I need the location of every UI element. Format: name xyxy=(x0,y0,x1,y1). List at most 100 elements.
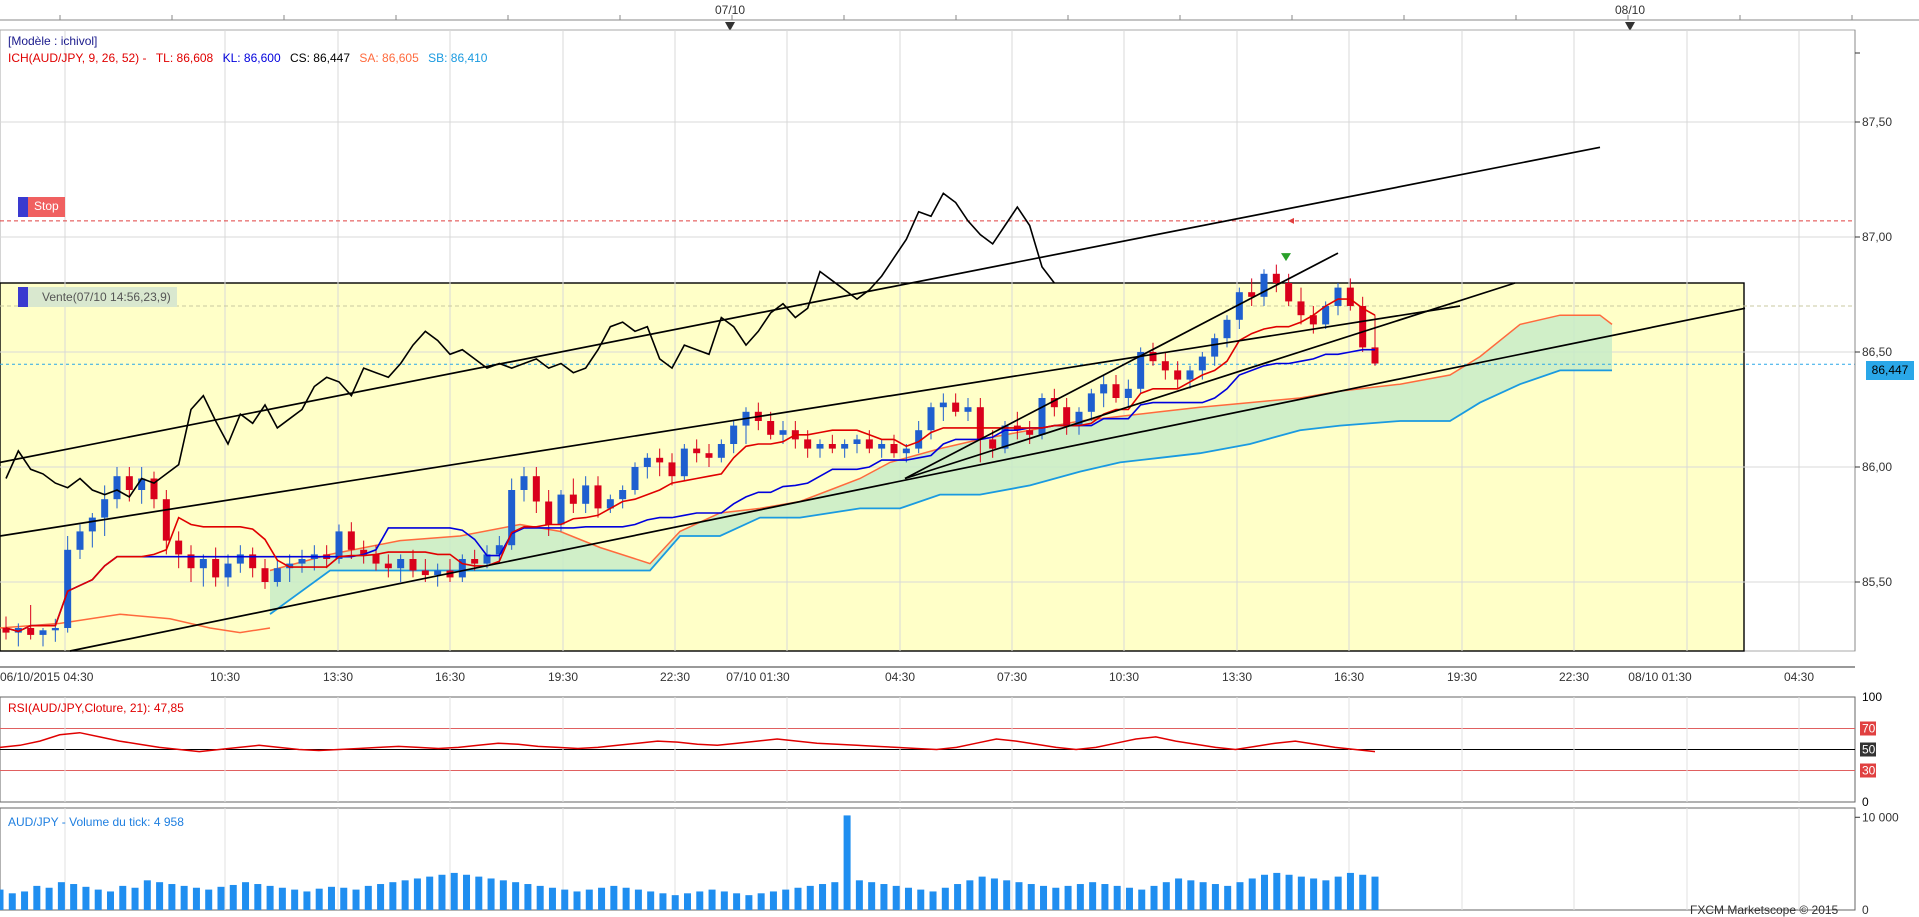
candle-body xyxy=(1359,306,1367,348)
main-y-tick-label: 87,50 xyxy=(1862,115,1892,129)
volume-bar xyxy=(475,876,483,910)
stop-arrow-marker xyxy=(1288,217,1294,224)
candle-body xyxy=(88,517,96,532)
candle-body xyxy=(261,568,269,582)
tenkan-sen-line xyxy=(5,298,1376,633)
volume-bar xyxy=(1027,884,1035,910)
volume-bar xyxy=(1273,872,1281,910)
volume-bar xyxy=(966,880,974,910)
tenkan-value: TL: 86,608 xyxy=(155,51,214,65)
volume-bar xyxy=(180,885,188,910)
candle-body xyxy=(51,628,59,631)
volume-bar xyxy=(0,889,4,910)
candle-body xyxy=(816,444,824,449)
candle-body xyxy=(335,531,343,559)
candle-body xyxy=(175,540,183,555)
trend-line xyxy=(0,146,1601,464)
candle-body xyxy=(532,476,540,502)
volume-bar xyxy=(733,893,741,910)
volume-bar xyxy=(769,891,777,910)
candle-body xyxy=(767,421,775,435)
volume-bar xyxy=(1334,876,1342,910)
stop-tag-label: Stop xyxy=(34,199,59,213)
candle-body xyxy=(927,407,935,431)
volume-bar xyxy=(57,882,65,910)
volume-bar xyxy=(1162,882,1170,910)
volume-bar xyxy=(352,889,360,910)
main-y-tick-label: 86,50 xyxy=(1862,345,1892,359)
top-date-marker xyxy=(725,22,735,31)
volume-bar xyxy=(377,884,385,910)
volume-panel[interactable]: 10 000 0 xyxy=(0,807,1899,916)
candle-body xyxy=(1038,398,1046,435)
candle-body xyxy=(199,559,207,569)
volume-bar xyxy=(1101,884,1109,910)
candle-body xyxy=(27,628,35,635)
volume-bar xyxy=(1224,885,1232,910)
current-price-tag: 86,447 xyxy=(1866,361,1914,380)
volume-bar xyxy=(598,887,606,910)
candle-body xyxy=(1063,407,1071,426)
candle-body xyxy=(1223,319,1231,339)
volume-bar xyxy=(217,886,225,910)
volume-bar xyxy=(82,886,90,910)
candle-body xyxy=(1149,352,1157,362)
candle-body xyxy=(878,444,886,449)
candle-body xyxy=(162,499,170,541)
top-date-label: 08/10 xyxy=(1615,3,1645,17)
candle-body xyxy=(495,545,503,555)
volume-bar xyxy=(192,887,200,910)
volume-bar xyxy=(340,887,348,910)
rsi-tick-label: 50 xyxy=(1862,743,1876,757)
volume-bar xyxy=(1199,882,1207,910)
candle-body xyxy=(582,485,590,504)
trend-line xyxy=(69,307,1746,652)
volume-bar xyxy=(671,895,679,910)
sell-order-tag[interactable]: Vente(07/10 14:56,23,9) xyxy=(18,287,177,307)
indicator-name: ICH(AUD/JPY, 9, 26, 52) - xyxy=(8,51,147,65)
volume-bar xyxy=(1003,880,1011,910)
candle-body xyxy=(520,476,528,490)
time-tick-label: 19:30 xyxy=(1447,670,1477,684)
time-tick-label: 06/10/2015 04:30 xyxy=(0,670,94,684)
volume-bar xyxy=(1310,878,1318,910)
candle-body xyxy=(841,444,849,449)
rsi-line xyxy=(0,731,1376,753)
candle-body xyxy=(680,448,688,477)
stop-order-tag[interactable]: Stop xyxy=(18,197,65,217)
rsi-tick-badge xyxy=(1860,742,1876,757)
volume-bar xyxy=(303,891,311,910)
trend-line xyxy=(904,282,1516,480)
volume-bar xyxy=(892,885,900,910)
candle-body xyxy=(421,570,429,576)
volume-bar xyxy=(106,891,114,910)
candle-body xyxy=(853,439,861,444)
candle-body xyxy=(717,444,725,458)
candle-body xyxy=(1050,398,1058,408)
volume-bar xyxy=(757,893,765,910)
candle-body xyxy=(915,430,923,449)
senkou-span-a-line xyxy=(269,314,1613,572)
candle-body xyxy=(705,453,713,458)
candle-body xyxy=(187,554,195,569)
time-tick-label: 08/10 01:30 xyxy=(1628,670,1692,684)
kijun-sen-line xyxy=(5,348,1375,633)
time-tick-label: 10:30 xyxy=(210,670,240,684)
candle-body xyxy=(1371,347,1379,364)
time-tick-label: 22:30 xyxy=(660,670,690,684)
candle-body xyxy=(964,407,972,412)
volume-bar xyxy=(610,885,618,910)
candle-body xyxy=(1001,425,1009,449)
top-date-ruler: 07/10 08/10 xyxy=(0,0,1919,31)
candle-body xyxy=(1186,370,1194,380)
volume-bar xyxy=(487,878,495,910)
time-tick-label: 16:30 xyxy=(435,670,465,684)
candle-body xyxy=(39,630,47,635)
rsi-panel[interactable]: 100 70 50 30 0 xyxy=(0,690,1882,809)
time-tick-label: 22:30 xyxy=(1559,670,1589,684)
candle-body xyxy=(1174,370,1182,380)
main-price-panel[interactable]: 87,50 87,00 86,50 86,00 85,50 06/10/2015 04:3… xyxy=(0,29,1892,684)
volume-bar xyxy=(1052,887,1060,910)
candle-body xyxy=(483,554,491,564)
